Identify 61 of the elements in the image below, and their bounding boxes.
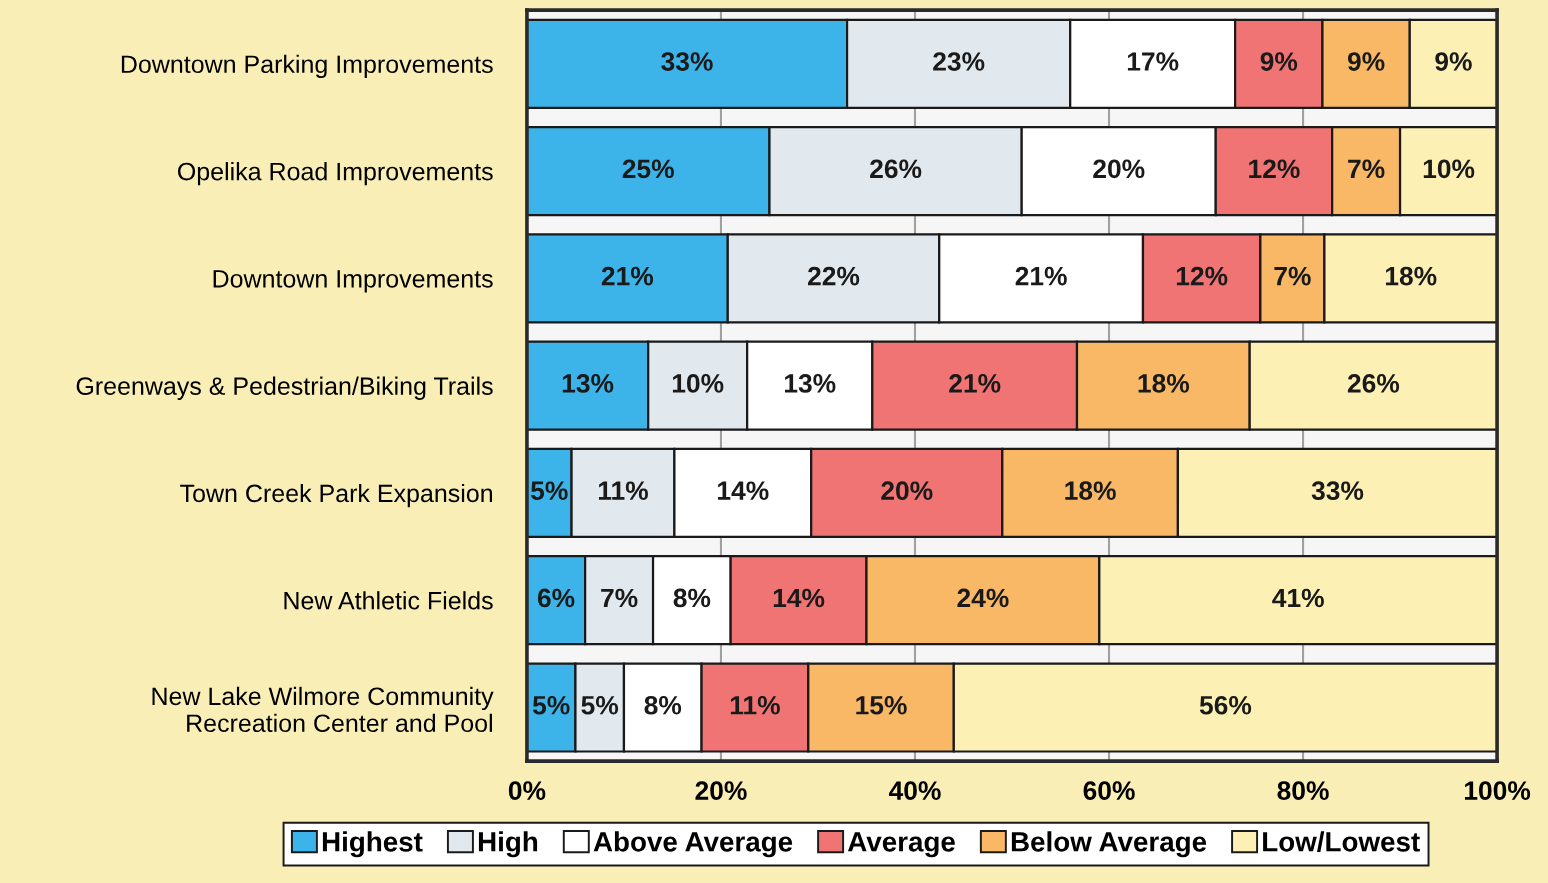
data-label: 18% [1138,374,1190,393]
data-label: 33% [661,52,713,71]
y-tick-label: Opelika Road Improvements [178,162,493,186]
y-tick-label: New Athletic Fields [284,591,493,610]
legend-label: Low/Lowest [1263,831,1420,852]
y-tick-label: Downtown Improvements [213,270,493,293]
data-label: 14% [718,481,769,500]
legend-label: Highest [322,831,423,858]
x-tick-label: 60% [1083,781,1135,800]
data-label: 24% [957,588,1009,608]
legend-label: Average [847,832,955,858]
data-label: 22% [808,266,860,286]
data-label: 8% [644,695,682,715]
y-tick-label: Greenways & Pedestrian/Biking Trails [76,376,493,400]
data-label: 21% [601,266,654,286]
data-label: 15% [856,695,907,715]
data-label: 7% [1348,159,1385,179]
x-tick-label: 100% [1464,781,1531,800]
data-label: 10% [1423,159,1475,179]
x-tick-label: 40% [888,781,941,800]
data-label: 7% [1274,266,1311,286]
data-label: 5% [532,695,570,715]
data-label: 12% [1249,159,1300,179]
y-tick-label: Town Creek Park Expansion [180,483,492,508]
data-label: 18% [1065,481,1116,501]
y-tick-label: Downtown Parking Improvements [121,54,493,79]
data-label: 8% [673,588,711,608]
data-label: 10% [672,374,724,393]
data-label: 21% [1015,266,1067,286]
data-label: 20% [881,481,933,501]
legend-label: Above Average [593,831,793,858]
data-label: 25% [622,159,674,179]
data-label: 6% [537,588,575,608]
data-label: 9% [1260,52,1298,71]
data-label: 11% [730,695,780,715]
data-label: 18% [1385,266,1437,286]
data-label: 41% [1272,588,1324,608]
data-label: 23% [933,52,985,71]
data-label: 13% [784,374,836,393]
data-label: 26% [870,159,922,179]
data-label: 9% [1347,52,1385,71]
data-label: 33% [1311,481,1364,501]
data-label: 13% [562,374,614,393]
data-label: 7% [601,588,638,608]
data-label: 56% [1199,695,1252,715]
data-label: 14% [773,588,825,608]
data-label: 11% [598,481,648,500]
legend-label: Below Average [1011,831,1207,858]
y-tick-label: New Lake Wilmore Community Recreation Center and Pool [152,686,494,733]
data-label: 9% [1435,52,1472,71]
data-label: 5% [530,481,568,501]
data-label: 12% [1176,266,1228,286]
data-label: 26% [1347,374,1400,393]
data-label: 20% [1093,159,1145,179]
data-label: 21% [949,374,1001,393]
data-label: 17% [1127,52,1179,71]
x-tick-label: 20% [695,781,747,800]
x-tick-label: 0% [508,781,546,800]
data-label: 5% [581,695,619,715]
legend-label: High [478,831,538,858]
x-tick-label: 80% [1277,781,1329,800]
